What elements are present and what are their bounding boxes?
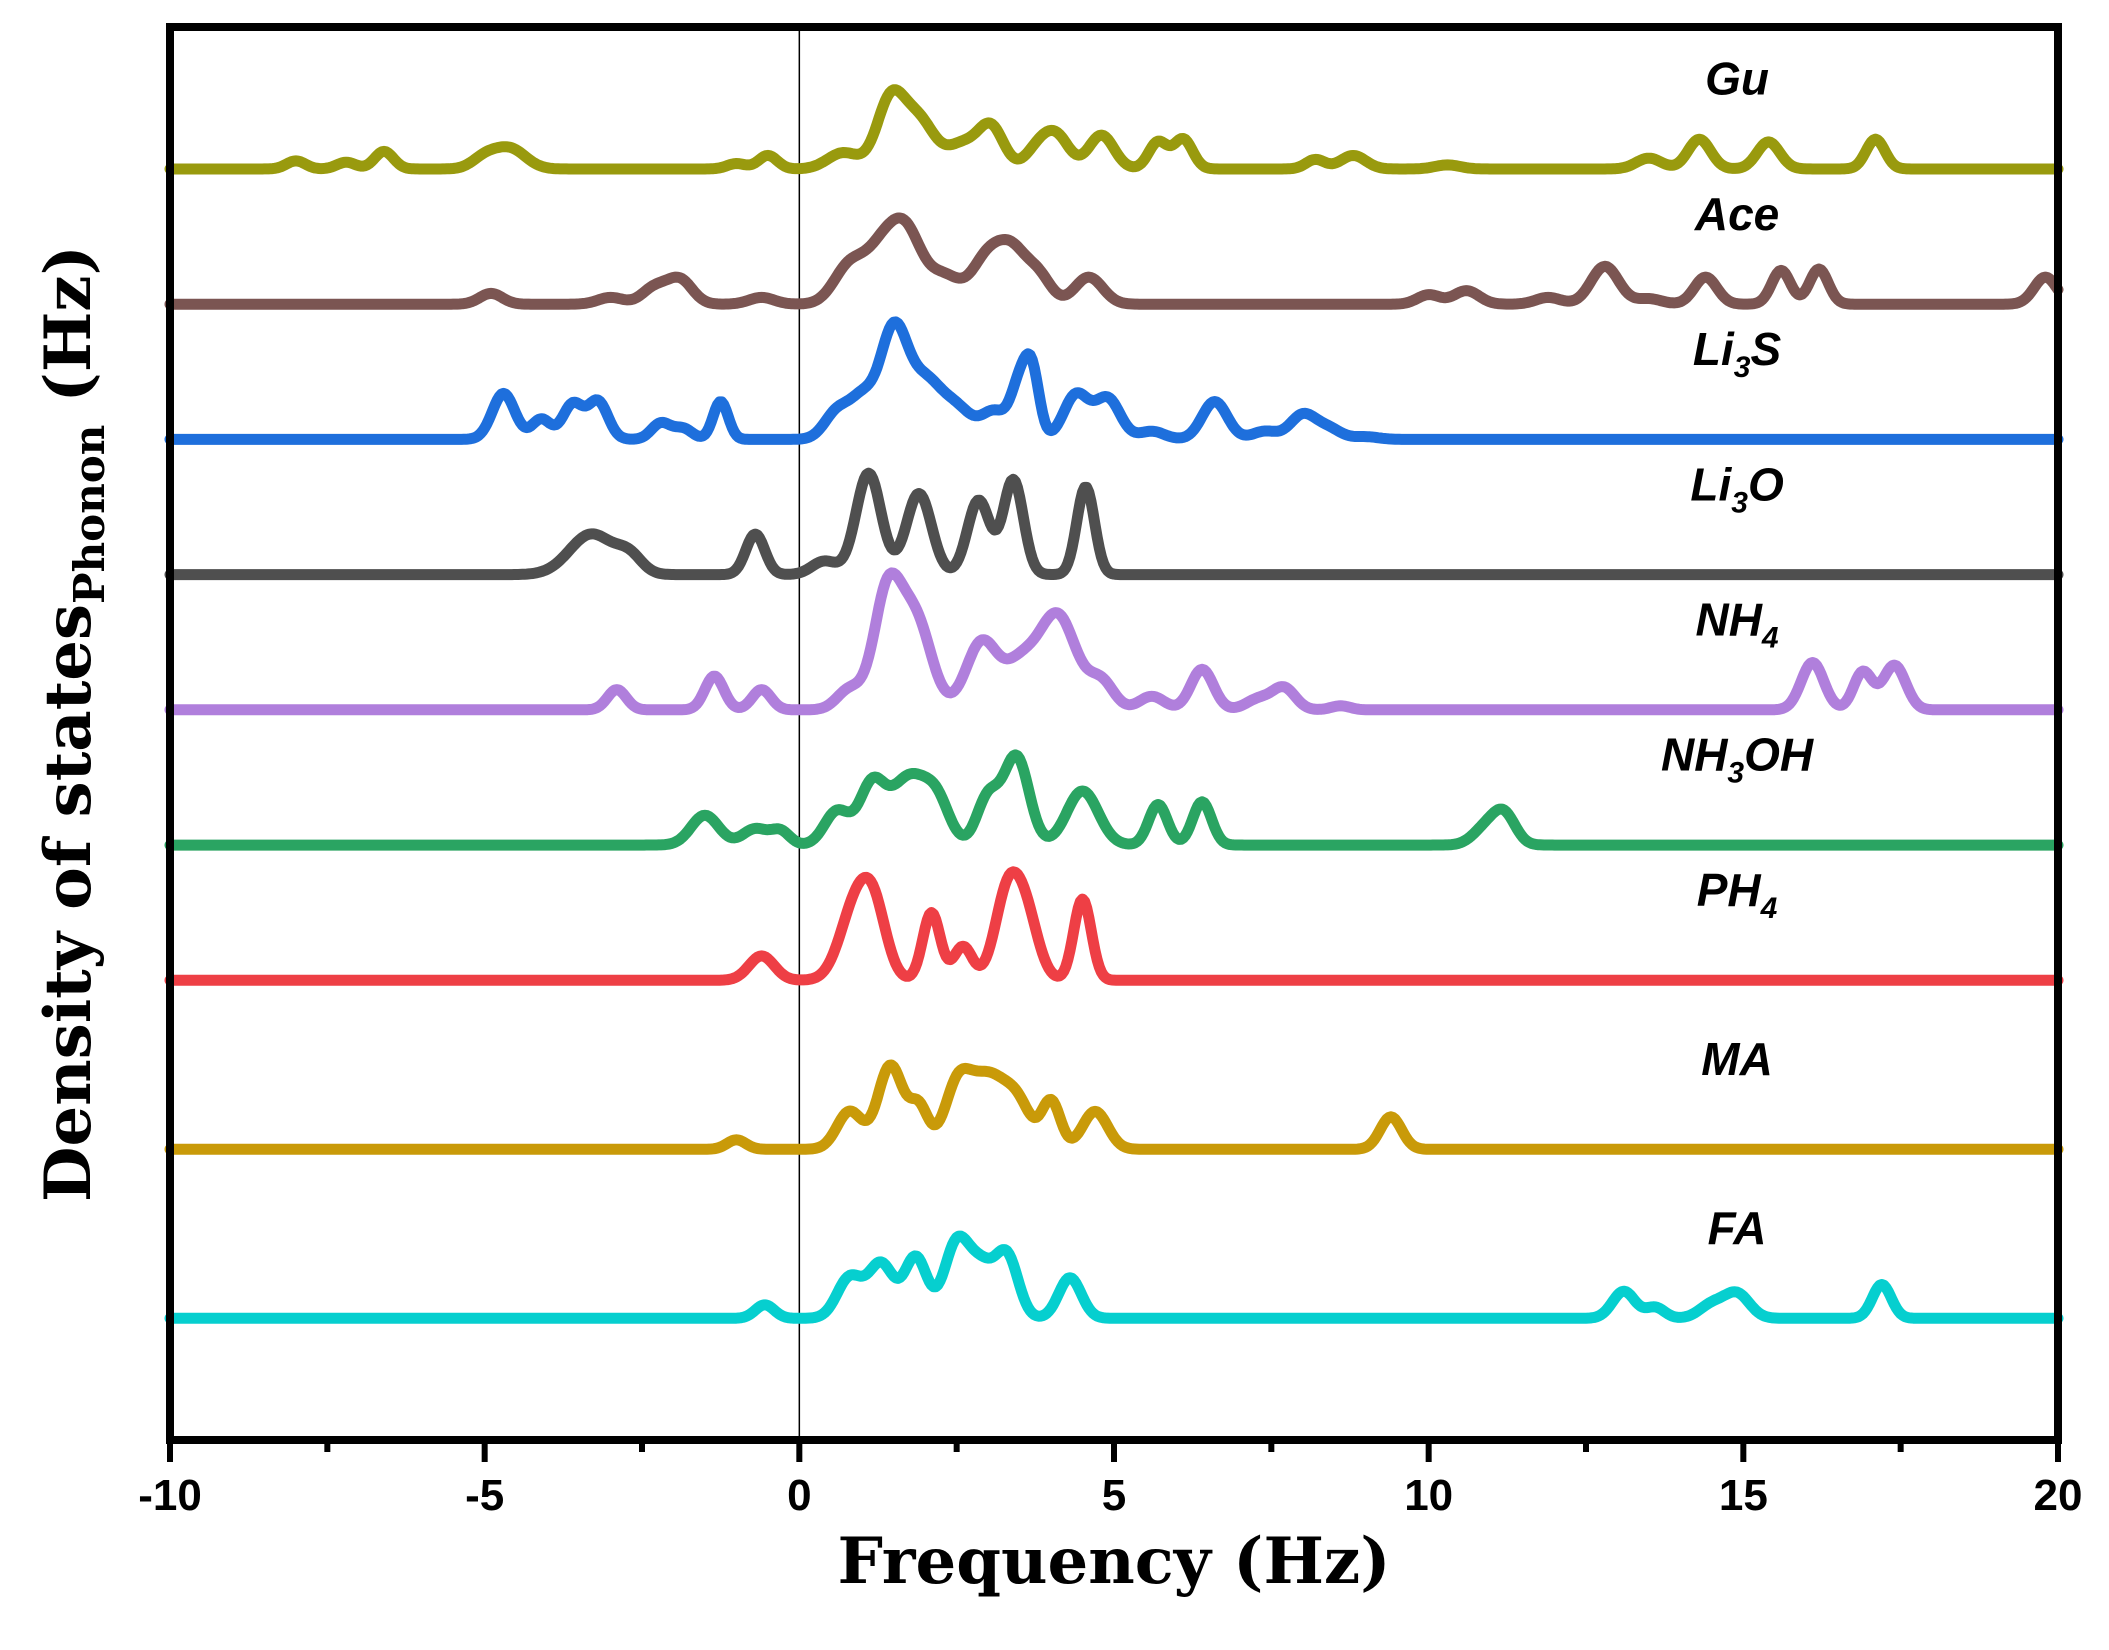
series-labels: Gu Ace Li3S Li3O NH4 NH3OH PH4 MA FA [1661,53,1814,1254]
series-label-li3o: Li3O [1690,458,1784,519]
series-line-ma [164,1059,2064,1155]
x-ticks: -10 -5 0 5 10 15 20 [138,1440,2082,1520]
series-line-ph4 [164,866,2064,986]
x-tick-label: 15 [1719,1471,1768,1520]
x-axis-label: Frequency (Hz) [837,1524,1390,1599]
series-line-li3o [164,467,2064,581]
series-label-ace: Ace [1694,188,1779,240]
x-tick-label: 10 [1404,1471,1453,1520]
series-label-li3s: Li3S [1693,323,1782,384]
series-line-ace [164,212,2064,310]
series-label-ma: MA [1701,1033,1773,1085]
x-tick-label: -5 [465,1471,504,1520]
x-tick-label: 0 [787,1471,811,1520]
series-label-fa: FA [1708,1202,1767,1254]
y-axis-label: Density of statesPhonon (Hz) [31,245,114,1202]
x-tick-label: -10 [138,1471,202,1520]
series-label-ph4: PH4 [1697,864,1778,925]
series-line-nh4 [164,567,2064,716]
series-line-gu [164,84,2064,175]
series-label-nh3oh: NH3OH [1661,729,1814,790]
series-label-nh4: NH4 [1695,593,1778,654]
series-label-gu: Gu [1705,53,1769,105]
x-tick-label: 20 [2034,1471,2083,1520]
x-tick-label: 5 [1102,1471,1126,1520]
series-line-fa [164,1230,2064,1324]
series-line-nh3oh [164,749,2064,851]
series-line-li3s [164,316,2064,445]
